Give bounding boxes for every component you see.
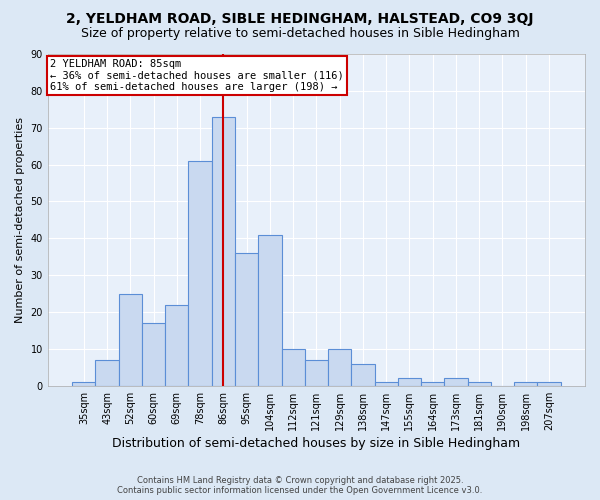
Bar bbox=[305, 360, 328, 386]
X-axis label: Distribution of semi-detached houses by size in Sible Hedingham: Distribution of semi-detached houses by … bbox=[112, 437, 520, 450]
Bar bbox=[421, 382, 445, 386]
Text: Contains HM Land Registry data © Crown copyright and database right 2025.
Contai: Contains HM Land Registry data © Crown c… bbox=[118, 476, 482, 495]
Bar bbox=[258, 234, 281, 386]
Bar bbox=[212, 116, 235, 386]
Bar bbox=[374, 382, 398, 386]
Bar bbox=[95, 360, 119, 386]
Bar bbox=[72, 382, 95, 386]
Bar bbox=[467, 382, 491, 386]
Bar bbox=[119, 294, 142, 386]
Text: Size of property relative to semi-detached houses in Sible Hedingham: Size of property relative to semi-detach… bbox=[80, 28, 520, 40]
Text: 2 YELDHAM ROAD: 85sqm
← 36% of semi-detached houses are smaller (116)
61% of sem: 2 YELDHAM ROAD: 85sqm ← 36% of semi-deta… bbox=[50, 59, 344, 92]
Bar bbox=[351, 364, 374, 386]
Y-axis label: Number of semi-detached properties: Number of semi-detached properties bbox=[15, 117, 25, 323]
Bar bbox=[235, 253, 258, 386]
Bar bbox=[188, 161, 212, 386]
Bar bbox=[514, 382, 538, 386]
Bar bbox=[142, 323, 165, 386]
Bar bbox=[165, 304, 188, 386]
Bar bbox=[538, 382, 560, 386]
Text: 2, YELDHAM ROAD, SIBLE HEDINGHAM, HALSTEAD, CO9 3QJ: 2, YELDHAM ROAD, SIBLE HEDINGHAM, HALSTE… bbox=[66, 12, 534, 26]
Bar bbox=[445, 378, 467, 386]
Bar bbox=[398, 378, 421, 386]
Bar bbox=[281, 349, 305, 386]
Bar bbox=[328, 349, 351, 386]
